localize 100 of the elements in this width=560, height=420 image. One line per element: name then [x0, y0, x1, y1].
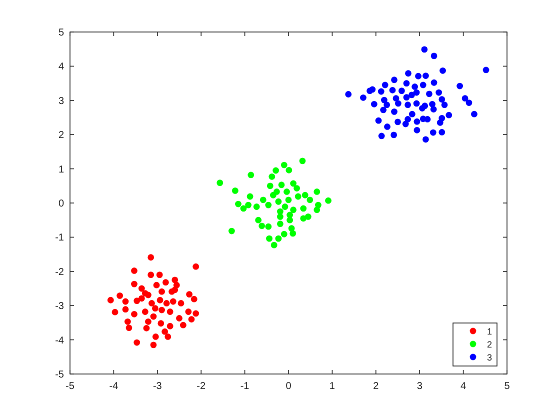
point — [185, 308, 192, 315]
point — [131, 268, 138, 274]
x-tick-label: -3 — [152, 381, 162, 392]
point — [156, 272, 163, 278]
point — [150, 342, 157, 348]
x-tick-label: -1 — [240, 381, 250, 392]
y-tick-label: 5 — [58, 28, 64, 38]
point — [176, 315, 182, 322]
point — [138, 295, 145, 302]
point — [190, 296, 198, 302]
point — [304, 213, 312, 220]
point — [278, 182, 285, 188]
point — [274, 188, 280, 195]
legend-label: 3 — [487, 352, 492, 362]
point — [178, 300, 184, 306]
point — [258, 222, 266, 230]
point — [162, 328, 168, 335]
point — [142, 290, 148, 296]
point — [188, 316, 195, 322]
point — [286, 216, 294, 224]
point — [228, 228, 235, 234]
point — [284, 188, 290, 195]
point — [276, 213, 284, 220]
x-tick-label: 1 — [329, 381, 336, 392]
x-tick-label: 5 — [504, 381, 510, 392]
point — [270, 242, 278, 248]
y-tick-label: 1 — [58, 164, 64, 176]
point — [152, 305, 158, 312]
point — [286, 166, 292, 174]
point — [288, 225, 295, 232]
point — [166, 322, 174, 330]
point — [134, 298, 140, 304]
point — [266, 235, 272, 242]
point — [290, 206, 297, 214]
point — [216, 180, 224, 186]
point — [240, 205, 247, 212]
y-tick-label: 0 — [58, 198, 64, 210]
point — [134, 339, 140, 346]
legend-label: 1 — [487, 326, 492, 336]
point — [314, 206, 320, 214]
point — [158, 306, 165, 314]
y-tick-label: -4 — [55, 335, 64, 346]
y-tick-label: -2 — [55, 266, 64, 278]
point — [299, 158, 306, 164]
point — [172, 286, 178, 294]
point — [275, 198, 282, 205]
point — [162, 279, 169, 286]
point — [286, 212, 294, 218]
point — [276, 220, 284, 228]
point — [138, 285, 145, 292]
point — [131, 280, 138, 288]
point — [253, 204, 260, 210]
point — [232, 187, 238, 194]
point — [260, 196, 266, 204]
point — [152, 334, 159, 340]
point — [145, 318, 152, 325]
point — [126, 324, 132, 332]
point — [246, 193, 254, 200]
x-tick-label: -5 — [66, 381, 75, 392]
point — [158, 288, 165, 295]
point — [265, 202, 272, 208]
point — [153, 282, 160, 288]
point — [290, 180, 297, 187]
point — [235, 200, 242, 208]
point — [148, 254, 154, 261]
point — [255, 216, 262, 224]
point — [112, 308, 118, 316]
y-tick-label: -5 — [55, 370, 64, 380]
y-tick-label: -1 — [55, 232, 64, 244]
point — [275, 235, 282, 242]
point — [192, 263, 200, 270]
point — [265, 223, 272, 230]
point — [148, 272, 154, 278]
legend-label: 2 — [487, 340, 492, 350]
point — [245, 202, 252, 208]
point — [192, 310, 200, 317]
x-tick-label: 3 — [416, 381, 423, 392]
y-tick-label: 4 — [58, 62, 64, 73]
point — [248, 172, 254, 178]
point — [124, 318, 131, 325]
point — [325, 197, 332, 204]
point — [172, 276, 178, 284]
point — [148, 300, 155, 306]
point — [122, 306, 129, 313]
point — [280, 162, 288, 168]
x-tick-label: 2 — [373, 381, 380, 392]
x-tick-label: -2 — [196, 381, 206, 392]
y-tick-label: -3 — [55, 301, 64, 312]
point — [306, 196, 314, 204]
point — [107, 296, 114, 304]
point — [294, 185, 300, 192]
point — [268, 173, 276, 180]
point — [163, 300, 170, 306]
point — [266, 182, 274, 190]
y-tick-label: 2 — [58, 130, 64, 142]
point — [142, 308, 148, 315]
point — [156, 296, 164, 304]
point — [180, 322, 186, 328]
point — [186, 291, 192, 298]
point — [272, 167, 280, 174]
